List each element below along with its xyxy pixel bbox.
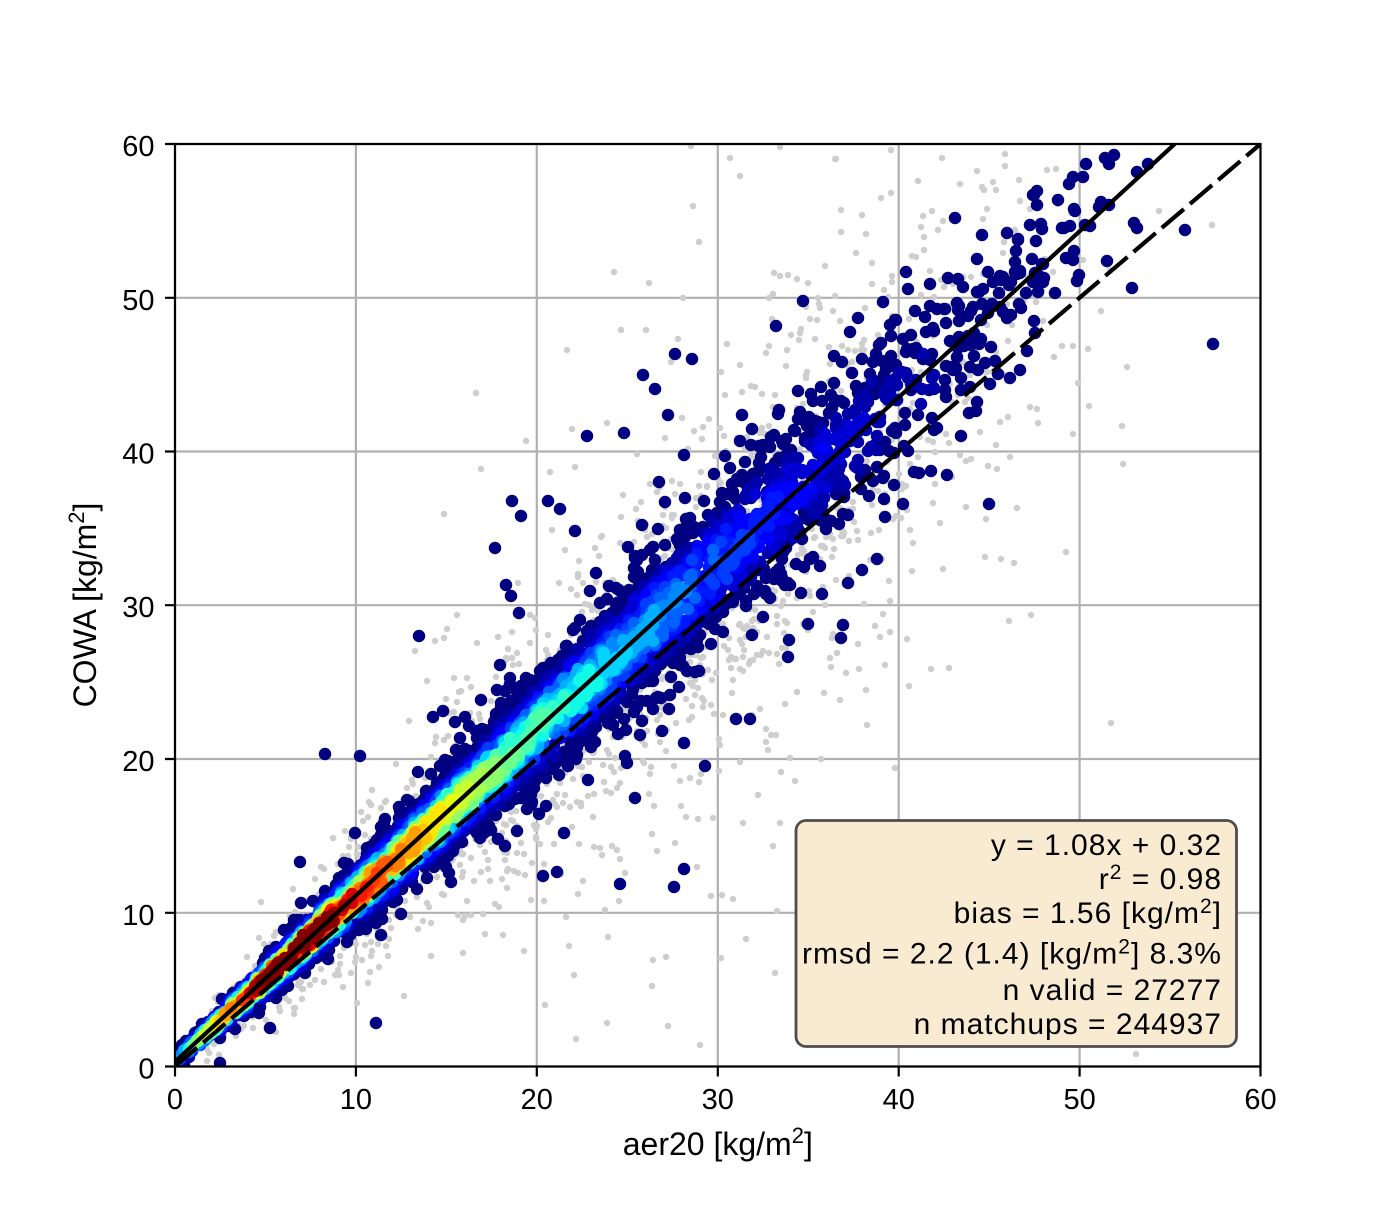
svg-text:bias = 1.56 [kg/m2]: bias = 1.56 [kg/m2]: [954, 895, 1222, 930]
svg-text:20: 20: [521, 1084, 553, 1116]
svg-text:aer20 [kg/m2]: aer20 [kg/m2]: [623, 1123, 813, 1162]
svg-text:10: 10: [340, 1084, 372, 1116]
svg-text:40: 40: [883, 1084, 915, 1116]
svg-text:60: 60: [1244, 1084, 1276, 1116]
svg-text:n valid = 27277: n valid = 27277: [1003, 974, 1222, 1007]
svg-text:50: 50: [1063, 1084, 1095, 1116]
svg-text:0: 0: [138, 1054, 154, 1086]
svg-text:30: 30: [122, 592, 154, 624]
svg-text:40: 40: [122, 439, 154, 471]
svg-text:COWA [kg/m2]: COWA [kg/m2]: [64, 503, 103, 708]
svg-text:n matchups = 244937: n matchups = 244937: [914, 1008, 1222, 1041]
svg-text:60: 60: [122, 131, 154, 163]
svg-text:r2 = 0.98: r2 = 0.98: [1099, 861, 1222, 896]
svg-text:0: 0: [167, 1084, 183, 1116]
svg-text:20: 20: [122, 746, 154, 778]
svg-text:10: 10: [122, 900, 154, 932]
svg-text:30: 30: [702, 1084, 734, 1116]
svg-text:y = 1.08x + 0.32: y = 1.08x + 0.32: [991, 829, 1222, 862]
svg-text:50: 50: [122, 285, 154, 317]
svg-text:rmsd = 2.2 (1.4) [kg/m2] 8.3%: rmsd = 2.2 (1.4) [kg/m2] 8.3%: [802, 936, 1222, 971]
